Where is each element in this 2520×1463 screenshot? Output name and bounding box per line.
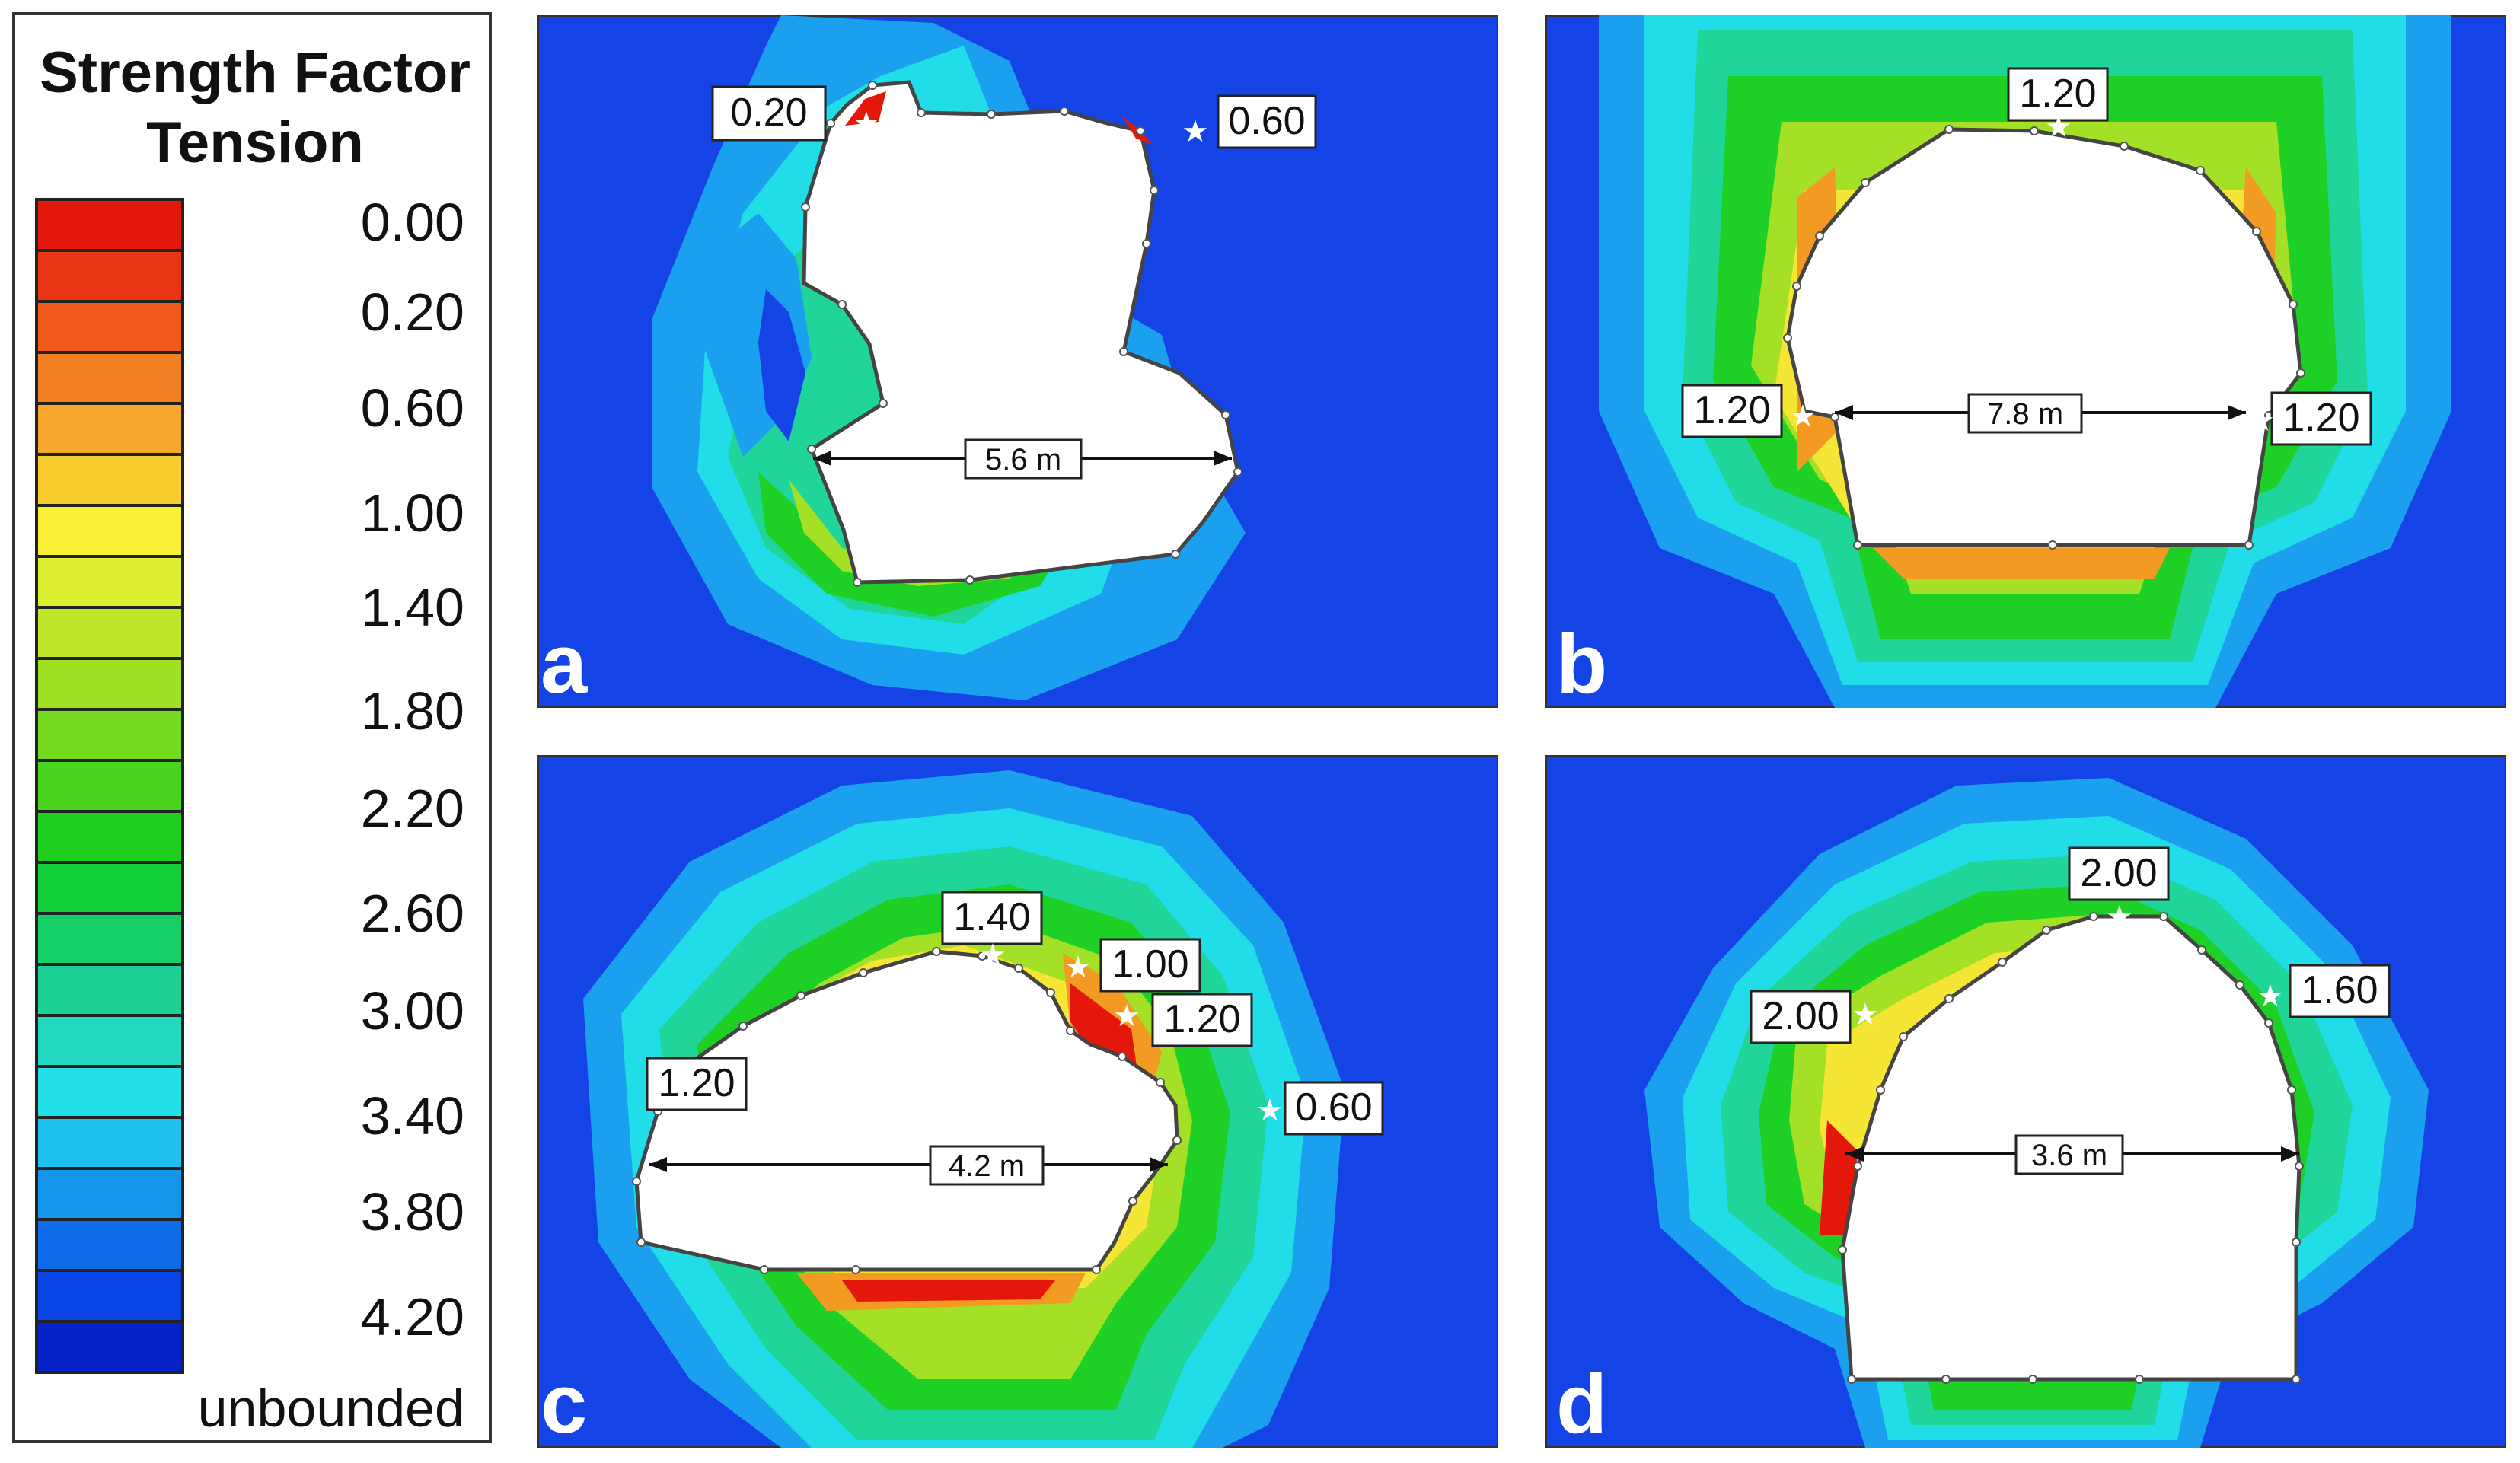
star-marker-icon: ★	[853, 107, 880, 140]
legend-swatch	[35, 1269, 184, 1320]
value-label: 1.20	[2019, 72, 2096, 116]
legend-swatch	[35, 708, 184, 759]
panel-b: 7.8 m 1.20 1.20 1.20 ★ ★ ★ b	[1545, 15, 2506, 708]
legend-swatch	[35, 1116, 184, 1167]
dimension-label: 4.2 m	[949, 1149, 1025, 1183]
star-marker-icon: ★	[979, 939, 1006, 972]
legend-swatch	[35, 606, 184, 657]
star-marker-icon: ★	[2257, 980, 2284, 1013]
legend-swatch	[35, 963, 184, 1014]
legend-color-bar	[35, 198, 184, 1374]
legend-swatch	[35, 402, 184, 453]
legend-label: 1.40	[360, 578, 464, 637]
legend-label: 4.20	[360, 1287, 464, 1347]
dimension-label: 3.6 m	[2031, 1139, 2107, 1172]
star-marker-icon: ★	[1064, 951, 1092, 984]
legend-swatch	[35, 1218, 184, 1269]
panel-letter: d	[1556, 1357, 1607, 1448]
legend-swatch	[35, 249, 184, 300]
dimension-label: 5.6 m	[985, 443, 1061, 477]
dimension-label: 7.8 m	[1987, 397, 2063, 431]
panel-a: 5.6 m 0.20 0.60 ★ ★ a	[537, 15, 1498, 708]
star-marker-icon: ★	[2106, 900, 2133, 934]
value-label: 1.20	[658, 1061, 735, 1105]
legend-swatch	[35, 1167, 184, 1218]
panel-d: 3.6 m 2.00 2.00 1.60 ★ ★ ★ d	[1545, 755, 2506, 1448]
legend-swatch	[35, 453, 184, 504]
legend-label: 3.00	[360, 981, 464, 1041]
legend-swatch	[35, 555, 184, 606]
legend-swatch	[35, 759, 184, 810]
legend-label: 0.00	[360, 193, 464, 252]
value-label: 1.60	[2301, 968, 2378, 1012]
legend-label: 1.00	[360, 483, 464, 543]
value-label: 1.20	[2282, 396, 2359, 440]
legend-swatch	[35, 810, 184, 861]
legend-label: unbounded	[197, 1379, 464, 1438]
legend-label: 1.80	[360, 681, 464, 741]
star-marker-icon: ★	[748, 1071, 775, 1104]
legend-swatch	[35, 1320, 184, 1374]
star-marker-icon: ★	[1182, 115, 1209, 148]
legend-swatch	[35, 861, 184, 912]
star-marker-icon: ★	[1852, 998, 1879, 1031]
legend-label: 2.20	[360, 779, 464, 838]
panel-c: 4.2 m 1.40 1.00 1.20 1.20 0.60 ★ ★ ★ ★ ★…	[537, 755, 1498, 1448]
star-marker-icon: ★	[1113, 999, 1140, 1033]
legend-swatch	[35, 912, 184, 963]
legend-title-line-1: Strength Factor	[40, 40, 471, 105]
legend-swatch	[35, 1065, 184, 1116]
value-label: 2.00	[2080, 851, 2157, 895]
legend-title-line-2: Tension	[146, 110, 364, 175]
panel-letter: c	[541, 1357, 587, 1448]
legend-label: 0.60	[360, 378, 464, 438]
legend-label: 3.80	[360, 1182, 464, 1241]
value-label: 1.00	[1112, 942, 1188, 986]
legend-swatch	[35, 504, 184, 555]
value-label: 0.20	[730, 91, 807, 135]
legend-title: Strength Factor Tension	[15, 38, 495, 178]
legend-label: 3.40	[360, 1086, 464, 1146]
legend-label: 2.60	[360, 884, 464, 943]
legend-label: 0.20	[360, 282, 464, 342]
panel-letter: b	[1556, 617, 1607, 708]
color-legend: Strength Factor Tension 0.00 0.20 0.60 1…	[12, 12, 492, 1443]
star-marker-icon: ★	[2247, 404, 2275, 438]
value-label: 1.20	[1163, 997, 1240, 1041]
legend-swatch	[35, 351, 184, 402]
star-marker-icon: ★	[2045, 110, 2072, 144]
panel-letter: a	[541, 617, 588, 708]
legend-swatch	[35, 657, 184, 708]
value-label: 1.20	[1693, 388, 1770, 432]
value-label: 1.40	[953, 895, 1030, 939]
legend-swatch	[35, 198, 184, 249]
legend-swatch	[35, 300, 184, 351]
star-marker-icon: ★	[1789, 400, 1817, 433]
star-marker-icon: ★	[1256, 1094, 1284, 1127]
value-label: 0.60	[1295, 1085, 1372, 1130]
value-label: 2.00	[1762, 994, 1839, 1038]
legend-swatch	[35, 1014, 184, 1065]
value-label: 0.60	[1228, 99, 1305, 143]
